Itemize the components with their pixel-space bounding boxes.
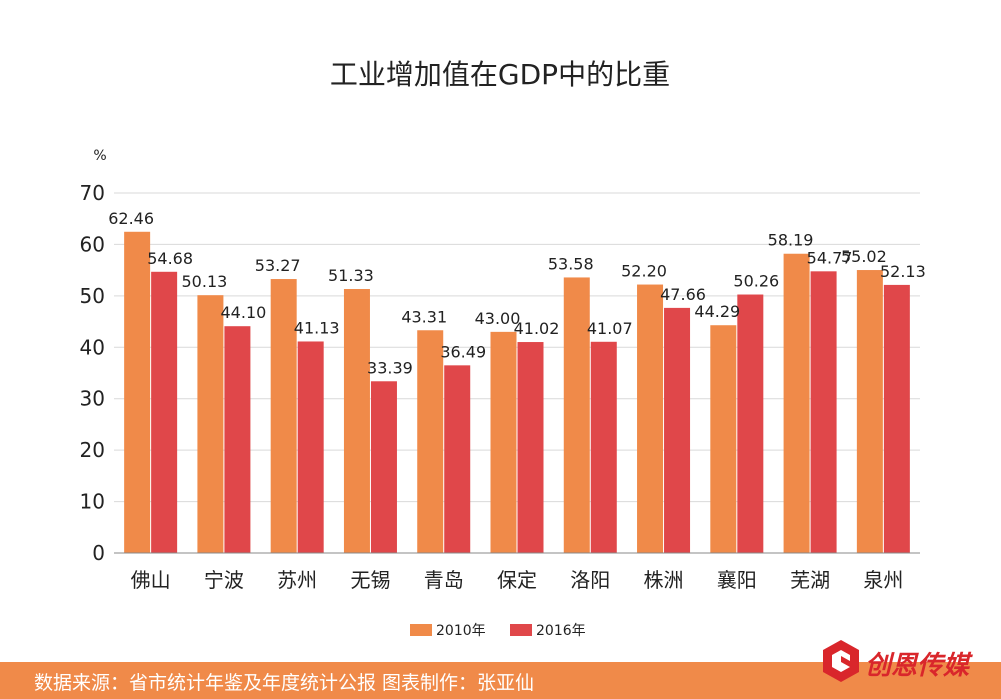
footer-source-text: 数据来源：省市统计年鉴及年度统计公报 图表制作：张亚仙 <box>34 672 535 694</box>
bar-0-7 <box>637 284 664 553</box>
data-label-1-3: 33.39 <box>367 358 413 377</box>
data-label-0-8: 44.29 <box>694 302 740 321</box>
bar-1-0 <box>151 271 178 553</box>
data-label-1-7: 47.66 <box>660 285 706 304</box>
bar-0-1 <box>197 295 224 553</box>
bar-0-8 <box>710 325 737 553</box>
data-label-0-4: 43.31 <box>401 307 447 326</box>
legend-swatch-0 <box>410 624 432 636</box>
legend: 2010年 2016年 <box>410 623 586 639</box>
bar-1-9 <box>810 271 837 553</box>
x-category-label: 襄阳 <box>717 568 757 592</box>
chart-title: 工业增加值在GDP中的比重 <box>330 58 670 91</box>
x-category-label: 青岛 <box>424 568 464 592</box>
legend-swatch-1 <box>510 624 532 636</box>
data-label-1-9: 54.77 <box>807 248 853 267</box>
brand-logo: 创恩传媒 <box>823 640 973 682</box>
bar-0-10 <box>856 270 883 553</box>
bar-0-0 <box>124 231 151 553</box>
bar-1-4 <box>444 365 471 553</box>
bar-1-1 <box>224 326 251 553</box>
x-category-label: 无锡 <box>350 568 390 592</box>
bar-1-10 <box>883 284 910 553</box>
y-tick-label: 0 <box>92 541 105 565</box>
y-tick-label: 50 <box>80 284 105 308</box>
legend-label-0: 2010年 <box>436 623 486 639</box>
data-label-1-0: 54.68 <box>147 249 193 268</box>
bars <box>124 231 910 554</box>
data-label-0-6: 53.58 <box>548 254 594 273</box>
data-label-0-9: 58.19 <box>768 231 814 250</box>
data-label-0-10: 55.02 <box>841 247 887 266</box>
data-label-0-0: 62.46 <box>108 209 154 228</box>
legend-label-1: 2016年 <box>536 623 586 639</box>
data-labels: 62.46 54.68 50.13 44.10 53.27 41.13 51.33 33.39… <box>108 209 926 378</box>
data-label-0-1: 50.13 <box>182 272 228 291</box>
y-tick-label: 20 <box>80 438 105 462</box>
x-category-label: 佛山 <box>131 568 171 592</box>
y-tick-label: 70 <box>80 181 105 205</box>
data-label-1-10: 52.13 <box>880 262 926 281</box>
bar-1-7 <box>664 307 691 553</box>
y-axis-unit: % <box>93 148 106 164</box>
data-label-1-2: 41.13 <box>294 318 340 337</box>
bar-1-5 <box>517 342 544 553</box>
data-label-1-6: 41.07 <box>587 319 633 338</box>
x-category-label: 泉州 <box>863 568 903 592</box>
data-label-1-8: 50.26 <box>733 272 779 291</box>
x-category-label: 苏州 <box>277 568 317 592</box>
chart: 工业增加值在GDP中的比重 % 0 10 20 30 40 50 60 70 62.46 54.… <box>80 58 926 639</box>
bar-0-6 <box>563 277 590 553</box>
data-label-1-5: 41.02 <box>514 319 560 338</box>
bar-1-6 <box>590 341 617 553</box>
data-label-1-1: 44.10 <box>221 303 267 322</box>
x-category-label: 保定 <box>497 568 537 592</box>
bar-0-9 <box>783 253 810 554</box>
y-tick-label: 60 <box>80 232 105 256</box>
logo-text: 创恩传媒 <box>865 651 973 681</box>
bar-0-2 <box>270 279 297 553</box>
data-label-1-4: 36.49 <box>440 342 486 361</box>
bar-0-3 <box>343 289 370 553</box>
y-axis-ticks: 0 10 20 30 40 50 60 70 <box>80 181 105 565</box>
bar-1-3 <box>370 381 397 553</box>
bar-0-4 <box>417 330 444 553</box>
logo-cube-icon <box>823 640 859 682</box>
data-label-0-7: 52.20 <box>621 262 667 281</box>
y-tick-label: 30 <box>80 387 105 411</box>
x-category-label: 株洲 <box>644 568 684 592</box>
bar-1-2 <box>297 341 324 553</box>
x-category-label: 洛阳 <box>570 568 610 592</box>
y-tick-label: 40 <box>80 335 105 359</box>
y-tick-label: 10 <box>80 490 105 514</box>
x-axis-categories: 佛山 宁波 苏州 无锡 青岛 保定 洛阳 株洲 襄阳 芜湖 泉州 <box>131 568 904 592</box>
x-category-label: 芜湖 <box>790 568 830 592</box>
footer-bar: 数据来源：省市统计年鉴及年度统计公报 图表制作：张亚仙 <box>0 662 1001 699</box>
data-label-0-5: 43.00 <box>475 309 521 328</box>
x-category-label: 宁波 <box>204 568 244 592</box>
bar-1-8 <box>737 294 764 553</box>
data-label-0-2: 53.27 <box>255 256 301 275</box>
data-label-0-3: 51.33 <box>328 266 374 285</box>
bar-0-5 <box>490 331 517 553</box>
